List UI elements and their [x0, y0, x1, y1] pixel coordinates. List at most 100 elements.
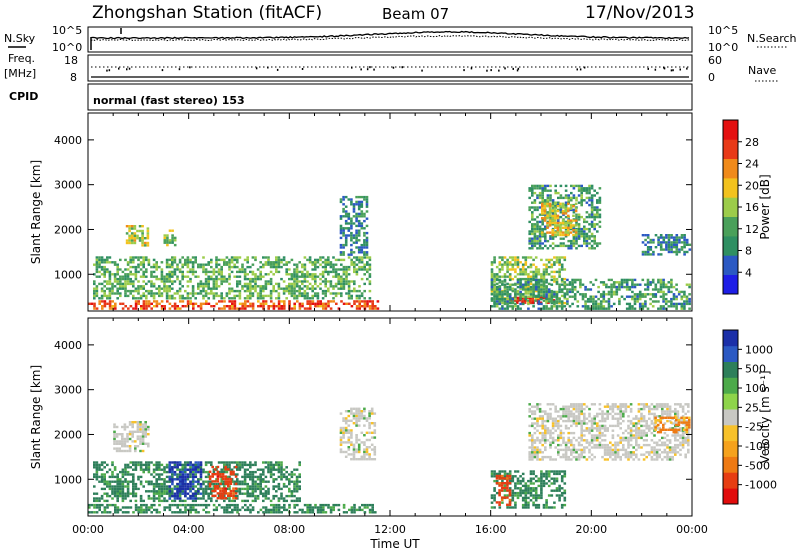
power-cell: [683, 290, 686, 294]
power-cell: [345, 275, 348, 278]
power-cell: [678, 241, 681, 244]
power-cell: [288, 285, 291, 288]
power-cell: [350, 239, 353, 242]
velocity-cell: [503, 472, 507, 476]
velocity-cell: [236, 461, 239, 464]
velocity-cell: [134, 503, 138, 507]
power-cell: [680, 234, 684, 237]
power-cell: [546, 194, 550, 197]
y-tick-label: 3000: [54, 179, 82, 192]
power-cell: [544, 232, 547, 236]
power-cell: [228, 307, 231, 310]
power-cell: [506, 300, 509, 303]
power-cell: [554, 191, 557, 195]
power-cell: [547, 265, 551, 269]
velocity-cell: [347, 438, 351, 442]
velocity-cell: [111, 475, 114, 479]
power-cell: [583, 242, 586, 245]
velocity-cell: [153, 508, 156, 512]
power-cell: [168, 239, 172, 242]
power-cell: [173, 302, 177, 305]
power-cell: [529, 288, 533, 291]
power-cell: [355, 305, 359, 308]
velocity-cell: [350, 508, 354, 512]
velocity-cell: [93, 475, 96, 479]
power-cell: [683, 293, 686, 296]
power-cell: [365, 241, 369, 244]
power-cell: [495, 300, 499, 303]
power-cell: [546, 224, 549, 227]
power-cell: [350, 203, 353, 206]
power-cell: [563, 258, 567, 262]
velocity-cell: [511, 496, 515, 500]
power-cell: [321, 289, 325, 293]
power-cell: [251, 280, 255, 283]
velocity-cell: [363, 407, 366, 410]
velocity-cell: [158, 468, 161, 471]
velocity-cell: [168, 461, 172, 464]
power-cell: [585, 201, 589, 204]
power-cell: [197, 275, 200, 278]
power-cell: [225, 280, 229, 283]
power-cell: [314, 258, 317, 262]
power-cell: [590, 213, 594, 216]
power-cell: [570, 203, 573, 207]
power-cell: [605, 283, 608, 286]
power-cell: [588, 189, 591, 192]
power-cell: [683, 300, 686, 303]
power-cell: [506, 263, 509, 266]
power-cell: [495, 282, 499, 286]
velocity-cell: [121, 511, 125, 514]
power-cell: [347, 289, 351, 293]
power-cell: [538, 244, 542, 248]
power-cell: [337, 287, 340, 290]
power-cell: [319, 287, 322, 290]
velocity-cell: [207, 461, 210, 464]
power-cell: [355, 263, 359, 266]
velocity-cell: [540, 487, 543, 490]
power-cell: [592, 305, 595, 308]
power-cell: [103, 268, 106, 271]
power-cell: [301, 287, 304, 290]
power-cell: [308, 256, 312, 259]
power-cell: [524, 268, 528, 271]
velocity-cell: [370, 448, 374, 451]
power-cell: [191, 265, 195, 269]
velocity-cell: [197, 497, 200, 500]
power-cell: [631, 290, 634, 294]
power-cell: [554, 207, 557, 210]
power-cell: [295, 275, 299, 278]
power-cell: [365, 246, 369, 249]
power-cell: [225, 305, 229, 308]
velocity-cell: [224, 482, 227, 485]
velocity-cell: [243, 499, 247, 503]
velocity-cell: [355, 424, 358, 427]
power-cell: [280, 258, 283, 262]
power-cell: [337, 268, 340, 271]
velocity-cell: [309, 506, 312, 509]
velocity-cell: [344, 426, 348, 430]
power-cell: [176, 277, 179, 281]
velocity-cell: [168, 470, 172, 474]
power-cell: [158, 285, 161, 288]
velocity-cell: [363, 511, 367, 514]
velocity-cell: [531, 441, 534, 444]
velocity-cell: [537, 484, 541, 488]
power-cell: [559, 229, 562, 232]
power-cell: [495, 285, 499, 289]
power-cell: [133, 241, 137, 245]
velocity-cell: [111, 485, 114, 488]
power-cell: [537, 270, 541, 274]
power-cell: [537, 293, 541, 296]
power-cell: [121, 282, 125, 286]
velocity-cell: [363, 450, 366, 454]
velocity-cell: [542, 479, 546, 483]
velocity-cell: [337, 508, 341, 512]
power-cell: [347, 198, 351, 201]
power-cell: [628, 302, 632, 306]
power-cell: [133, 239, 137, 242]
power-cell: [511, 305, 515, 308]
velocity-cell: [197, 466, 200, 469]
power-cell: [495, 278, 499, 282]
power-cell: [142, 294, 145, 298]
